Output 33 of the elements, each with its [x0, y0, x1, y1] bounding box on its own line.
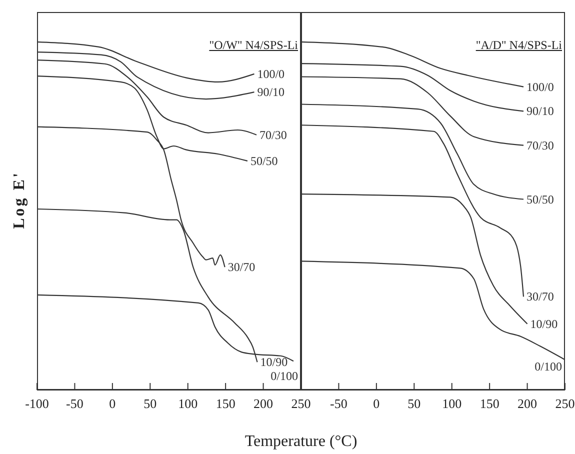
x-tick-label: 150	[480, 396, 500, 412]
x-tick-label: 0	[109, 396, 116, 412]
x-tick-label: 200	[254, 396, 274, 412]
series-label: 30/70	[526, 290, 554, 304]
series-label: 0/100	[270, 369, 298, 384]
series-label: 10/90	[530, 316, 558, 331]
x-tick-label: 200	[518, 396, 538, 412]
x-tick-label: -50	[330, 396, 348, 412]
x-axis-title: Temperature (°C)	[244, 433, 358, 451]
chart-title: "A/D" N4/SPS-Li	[476, 38, 562, 53]
x-tick-label: 50	[408, 396, 421, 412]
x-tick-label: 250	[291, 396, 311, 412]
series-label: 100/0	[257, 66, 285, 81]
series-label: 50/50	[526, 192, 554, 206]
series-label: 90/10	[526, 104, 554, 118]
x-tick-label: 250	[555, 396, 575, 412]
x-tick-label: 0	[373, 396, 380, 412]
series-label: 100/0	[526, 80, 554, 94]
series-label: 30/70	[228, 260, 256, 274]
y-axis-title: Log E'	[11, 171, 29, 229]
series-label: 70/30	[259, 128, 287, 142]
series-label: 10/90	[260, 355, 288, 370]
x-tick-label: -50	[66, 396, 84, 412]
series-label: 90/10	[257, 85, 285, 100]
series-label: 0/100	[534, 360, 562, 374]
series-label: 50/50	[250, 154, 278, 168]
x-tick-label: 150	[216, 396, 236, 412]
x-tick-label: 100	[178, 396, 198, 412]
x-tick-label: 50	[144, 396, 157, 412]
chart-title: "O/W" N4/SPS-Li	[209, 38, 298, 53]
x-tick-label: 100	[442, 396, 462, 412]
x-tick-label: -100	[25, 396, 49, 412]
series-label: 70/30	[526, 138, 554, 152]
